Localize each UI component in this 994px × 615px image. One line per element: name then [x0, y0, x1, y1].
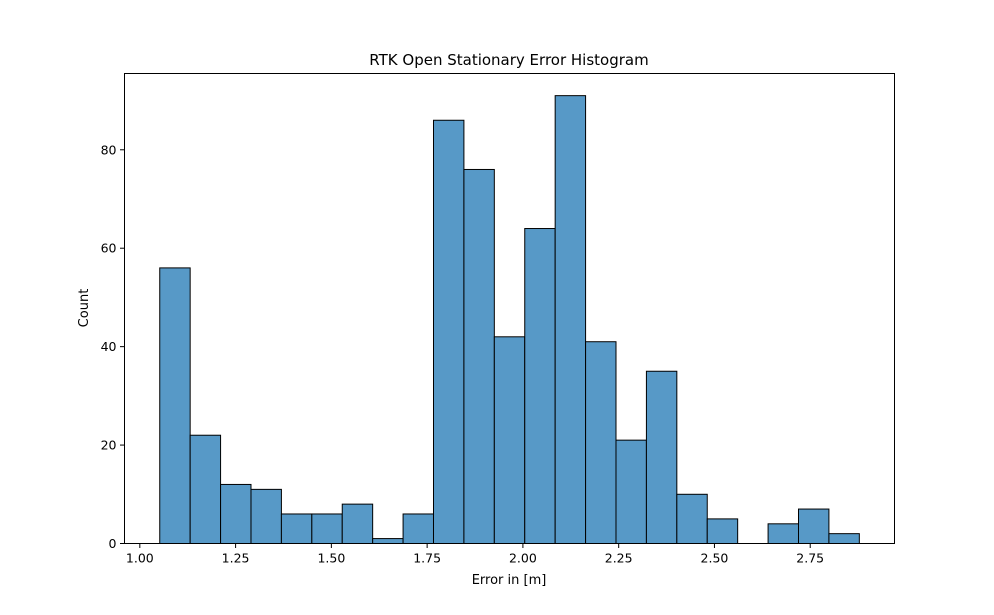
x-tick-label: 2.25: [605, 551, 633, 566]
y-tick-label: 20: [101, 438, 117, 453]
chart-title: RTK Open Stationary Error Histogram: [369, 51, 648, 69]
x-tick-label: 1.25: [222, 551, 250, 566]
x-tick-label: 1.50: [317, 551, 345, 566]
histogram-bar: [311, 513, 343, 544]
y-tick-label: 0: [109, 536, 117, 551]
histogram-bar: [372, 538, 404, 545]
histogram-bar: [554, 95, 587, 544]
histogram-bar: [189, 434, 222, 545]
histogram-bars: [159, 95, 860, 545]
histogram-bar: [615, 439, 647, 544]
histogram-bar: [220, 483, 252, 545]
histogram-bar: [250, 488, 282, 544]
y-axis-label: Count: [77, 289, 92, 328]
y-axis: 0 20 40 60 80: [101, 142, 125, 551]
histogram-bar: [828, 533, 860, 544]
histogram-bar: [463, 168, 495, 544]
x-tick-label: 1.00: [126, 551, 154, 566]
histogram-bar: [585, 341, 617, 545]
histogram-bar: [797, 508, 830, 545]
x-tick-label: 1.75: [413, 551, 441, 566]
histogram-bar: [524, 228, 556, 544]
x-axis: 1.00 1.25 1.50 1.75 2.00 2.25 2.50 2.75: [126, 543, 824, 566]
histogram-bar: [493, 336, 526, 544]
histogram-bar: [645, 370, 678, 544]
histogram-bar: [706, 518, 739, 545]
histogram-bar: [341, 503, 374, 544]
y-tick-label: 60: [101, 241, 117, 256]
histogram-bar: [280, 513, 313, 544]
x-axis-label: Error in [m]: [472, 573, 547, 588]
histogram-bar: [402, 513, 434, 544]
histogram-bar: [676, 493, 708, 544]
y-tick-label: 80: [101, 142, 117, 157]
histogram-bar: [432, 119, 465, 544]
x-tick-label: 2.00: [509, 551, 537, 566]
histogram-bar: [767, 523, 799, 545]
histogram-bar: [159, 267, 191, 544]
plot-frame: [124, 73, 895, 544]
y-tick-label: 40: [101, 339, 117, 354]
x-tick-label: 2.75: [796, 551, 824, 566]
x-tick-label: 2.50: [701, 551, 729, 566]
